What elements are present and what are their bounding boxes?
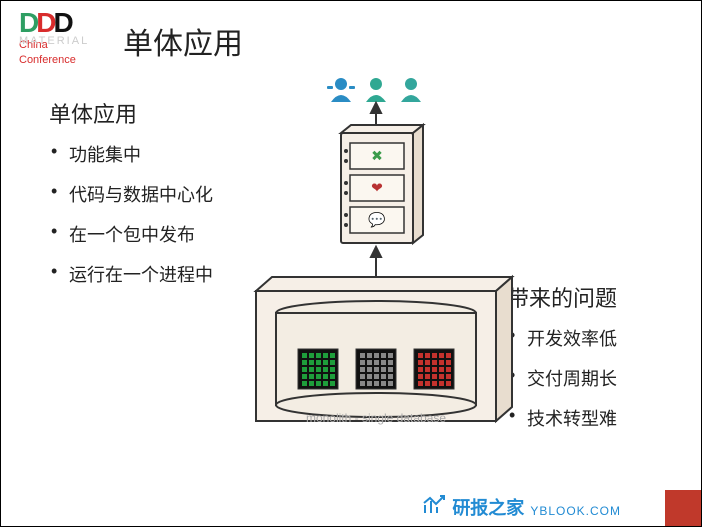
right-bullet: 技术转型难 — [507, 405, 667, 431]
slide: DDD China Conference MATERIAL 单体应用 单体应用 … — [0, 0, 702, 527]
left-bullet: 功能集中 — [49, 141, 239, 167]
left-text-block: 单体应用 功能集中 代码与数据中心化 在一个包中发布 运行在一个进程中 — [49, 97, 239, 301]
left-bullet: 运行在一个进程中 — [49, 261, 239, 287]
database-box — [256, 277, 512, 421]
brand-en: YBLOOK.COM — [530, 504, 621, 520]
diagram-caption: monolith - single database — [236, 411, 516, 425]
logo-ddd: DDD — [19, 9, 76, 37]
logo-letter-1: D — [19, 7, 36, 38]
logo-letter-2: D — [36, 7, 53, 38]
left-bullet: 代码与数据中心化 — [49, 181, 239, 207]
right-heading: 带来的问题 — [507, 281, 667, 313]
monolith-diagram: ✖ ❤ 💬 — [236, 71, 516, 471]
footer: 研报之家 YBLOOK.COM — [1, 490, 701, 526]
users-icons — [327, 78, 421, 102]
right-text-block: 带来的问题 开发效率低 交付周期长 技术转型难 — [507, 281, 667, 445]
svg-text:💬: 💬 — [368, 212, 386, 229]
svg-text:❤: ❤ — [371, 180, 383, 196]
watermark-text: MATERIAL — [19, 35, 89, 47]
right-bullet: 交付周期长 — [507, 365, 667, 391]
server-box: ✖ ❤ 💬 — [341, 125, 423, 243]
logo-sub2: Conference — [19, 54, 76, 67]
logo-letter-3: D — [53, 7, 70, 38]
brand-chart-icon — [422, 495, 446, 520]
right-bullet: 开发效率低 — [507, 325, 667, 351]
left-bullets: 功能集中 代码与数据中心化 在一个包中发布 运行在一个进程中 — [49, 141, 239, 287]
db-grid-green — [298, 349, 338, 389]
left-bullet: 在一个包中发布 — [49, 221, 239, 247]
db-grid-gray — [356, 349, 396, 389]
db-grid-red — [414, 349, 454, 389]
footer-brand: 研报之家 YBLOOK.COM — [422, 494, 621, 520]
slide-title: 单体应用 — [123, 19, 243, 63]
brand-cn: 研报之家 — [452, 494, 524, 520]
right-bullets: 开发效率低 交付周期长 技术转型难 — [507, 325, 667, 431]
corner-accent — [665, 490, 701, 526]
svg-text:✖: ✖ — [371, 148, 383, 164]
left-heading: 单体应用 — [49, 97, 239, 129]
